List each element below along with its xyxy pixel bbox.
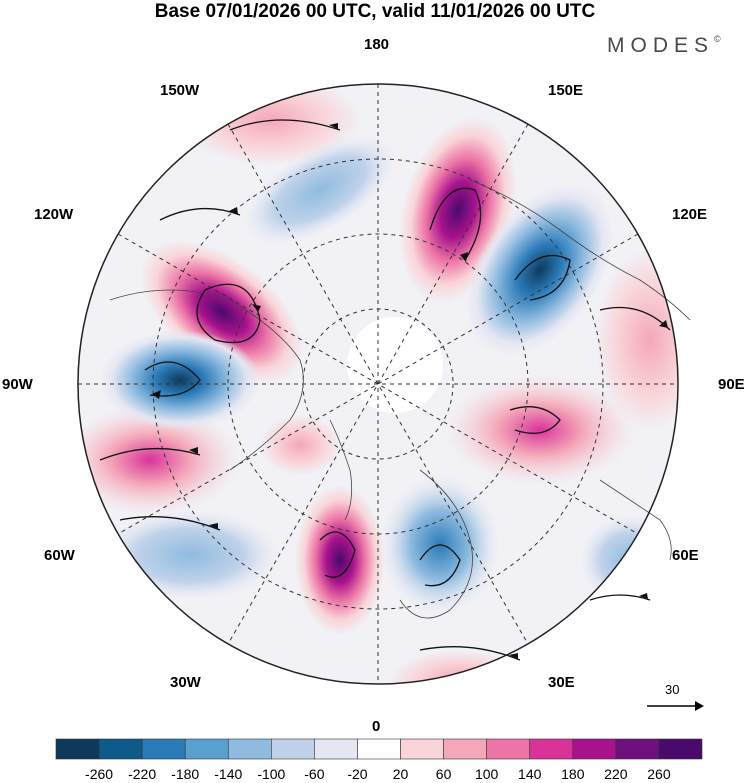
colorbar-swatch xyxy=(98,738,143,760)
anomaly-negative-90W xyxy=(100,330,260,430)
reference-vector-label: 30 xyxy=(665,682,680,697)
colorbar-tick-label: 60 xyxy=(435,766,452,782)
colorbar xyxy=(55,738,703,760)
page-title: Base 07/01/2026 00 UTC, valid 11/01/2026… xyxy=(154,1,596,22)
colorbar-swatch xyxy=(227,738,272,760)
colorbar-swatch xyxy=(141,738,186,760)
colorbar-swatch xyxy=(658,738,703,760)
colorbar-swatch xyxy=(572,738,617,760)
colorbar-swatch xyxy=(271,738,315,760)
colorbar-swatch xyxy=(529,738,574,760)
lon-label-30w: 30W xyxy=(170,674,201,691)
brand-mark: © xyxy=(714,34,721,44)
colorbar-swatch xyxy=(486,738,531,760)
anomaly-positive-south xyxy=(390,650,530,684)
colorbar-tick-label: 260 xyxy=(647,766,671,782)
anomaly-positive-70W xyxy=(78,405,240,515)
colorbar-tick-label: -140 xyxy=(214,766,243,782)
colorbar-swatch xyxy=(615,738,660,760)
colorbar-swatch xyxy=(184,738,229,760)
lon-label-180: 180 xyxy=(364,36,390,53)
reference-vector-arrow xyxy=(647,701,704,711)
coastlines xyxy=(109,179,691,619)
colorbar-tick-label: 100 xyxy=(474,766,499,782)
colorbar-tick-label: -260 xyxy=(85,766,114,782)
map-border xyxy=(77,83,679,685)
anomaly-positive-80E xyxy=(445,375,635,485)
anomaly-positive-10W xyxy=(295,485,385,635)
colorbar-swatch xyxy=(314,738,358,760)
lon-label-90e: 90E xyxy=(718,376,745,393)
graticule xyxy=(78,84,678,684)
colorbar-swatch xyxy=(400,738,444,760)
colorbar-tick-label: -60 xyxy=(304,766,325,782)
colorbar-tick-label: 220 xyxy=(604,766,628,782)
streamline-arrows xyxy=(152,123,668,659)
streamlines xyxy=(99,119,671,661)
lon-label-150e: 150E xyxy=(548,82,584,99)
lon-label-0: 0 xyxy=(372,718,381,735)
brand-text: MODES xyxy=(607,34,715,57)
lon-label-120w: 120W xyxy=(34,206,74,223)
colorbar-tick-label: -100 xyxy=(257,766,286,782)
colorbar-swatch xyxy=(357,738,401,760)
colorbar-tick-label: 180 xyxy=(561,766,585,782)
lon-label-120e: 120E xyxy=(672,206,708,223)
lon-label-60w: 60W xyxy=(44,547,75,564)
colorbar-tick-label: 140 xyxy=(518,766,542,782)
anomaly-negative-125E xyxy=(466,184,614,356)
colorbar-tick-label: -220 xyxy=(128,766,157,782)
lon-label-30e: 30E xyxy=(548,674,575,691)
colorbar-tick-label: -180 xyxy=(171,766,200,782)
colorbar-swatch xyxy=(55,738,100,760)
polar-cap xyxy=(347,317,443,413)
lon-label-90w: 90W xyxy=(2,376,33,393)
anomaly-positive-110W xyxy=(140,240,304,384)
lon-label-60e: 60E xyxy=(672,547,699,564)
colorbar-tick-label: 20 xyxy=(392,766,409,782)
colorbar-tick-label: -20 xyxy=(347,766,368,782)
modes-logo: MODES© xyxy=(607,34,721,58)
colorbar-swatch xyxy=(443,738,487,760)
anomaly-negative-40W xyxy=(100,510,280,600)
anomaly-positive-atlantic xyxy=(260,415,340,475)
anomaly-positive-east xyxy=(595,250,678,430)
lon-label-150w: 150W xyxy=(160,82,200,99)
